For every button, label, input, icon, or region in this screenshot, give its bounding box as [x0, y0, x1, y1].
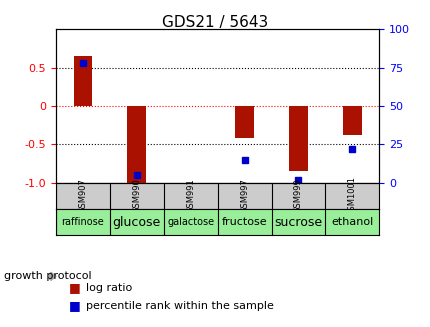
Text: raffinose: raffinose [61, 217, 104, 227]
Bar [289, 106, 307, 171]
Text: GSM907: GSM907 [78, 179, 87, 213]
Text: ethanol: ethanol [330, 217, 373, 227]
Text: log ratio: log ratio [86, 283, 132, 293]
Text: GSM1001: GSM1001 [347, 176, 356, 216]
Text: percentile rank within the sample: percentile rank within the sample [86, 301, 273, 311]
Bar [74, 56, 92, 106]
Text: ■: ■ [69, 299, 80, 312]
Text: GSM990: GSM990 [132, 179, 141, 213]
Text: glucose: glucose [113, 216, 160, 229]
Bar [127, 106, 146, 184]
Bar [235, 106, 253, 138]
Text: sucrose: sucrose [274, 216, 322, 229]
Text: ■: ■ [69, 281, 80, 294]
Text: galactose: galactose [167, 217, 214, 227]
Text: fructose: fructose [221, 217, 267, 227]
Text: GSM991: GSM991 [186, 179, 195, 213]
Text: GDS21 / 5643: GDS21 / 5643 [162, 15, 268, 30]
Text: GSM999: GSM999 [293, 179, 302, 213]
Text: growth protocol: growth protocol [4, 271, 92, 281]
Bar [342, 106, 361, 135]
Text: GSM997: GSM997 [240, 179, 249, 213]
